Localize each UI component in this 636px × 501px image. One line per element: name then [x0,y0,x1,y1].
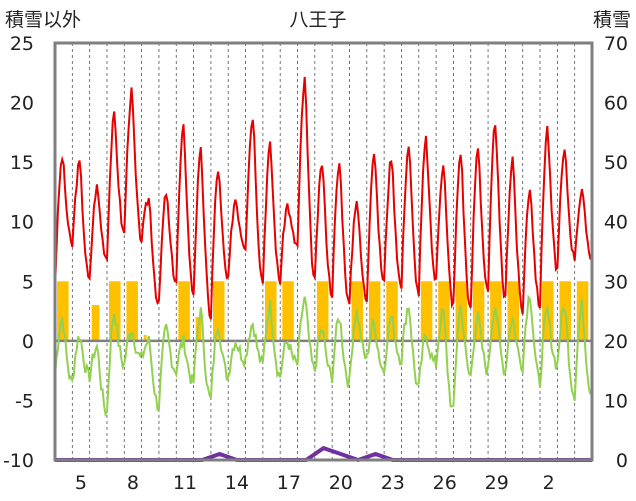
x-tick-label: 5 [75,472,87,494]
series-temp-min [54,294,592,418]
x-tick-label: 2 [543,472,555,494]
left-tick-label: 20 [10,93,34,115]
tick-labels: -10 -5 0 5 10 15 20 25 0 10 20 30 40 50 60 70 5 8 11 14 17 20… [3,33,628,494]
left-tick-label: 25 [10,33,34,55]
x-tick-label: 11 [173,472,197,494]
right-axis-label: 積雪 [593,9,631,31]
left-tick-label: 15 [10,152,34,174]
sunshine-bar [282,281,294,341]
sunshine-bar [212,281,225,341]
right-tick-label: 10 [604,390,628,412]
sunshine-bar [126,281,138,341]
left-tick-label: -5 [15,390,34,412]
left-tick-label: -10 [3,450,34,472]
right-tick-label: 0 [616,450,628,472]
sunshine-bar [316,281,329,341]
left-tick-label: 0 [22,331,34,353]
sunshine-bar [178,281,190,341]
sunshine-bar [143,334,147,341]
vertical-gridlines [71,43,576,460]
right-tick-label: 40 [604,212,628,234]
right-tick-label: 20 [604,331,628,353]
x-tick-label: 20 [329,472,353,494]
chart-title: 八王子 [289,9,346,31]
sunshine-bar [507,281,519,341]
left-axis-label: 積雪以外 [5,9,81,31]
x-tick-label: 17 [277,472,301,494]
sunshine-bar [472,281,485,341]
sunshine-bar [109,281,121,341]
sunshine-bar [91,305,100,341]
series-snow [55,445,592,463]
x-tick-label: 14 [225,472,249,494]
sunshine-bar [386,281,398,341]
series-temp-max [54,76,592,320]
right-tick-label: 70 [604,33,628,55]
x-tick-label: 8 [127,472,139,494]
right-tick-label: 30 [604,271,628,293]
right-tick-label: 50 [604,152,628,174]
plot-frame [53,41,594,462]
x-tick-label: 26 [433,472,457,494]
left-tick-label: 10 [10,212,34,234]
x-tick-label: 29 [485,472,509,494]
left-tick-label: 5 [22,271,34,293]
x-tick-label: 23 [381,472,405,494]
plot-area [53,41,594,463]
sunshine-bar [368,281,381,341]
sunshine-bar [420,281,433,341]
right-tick-label: 60 [604,93,628,115]
sunshine-bar [57,281,69,341]
